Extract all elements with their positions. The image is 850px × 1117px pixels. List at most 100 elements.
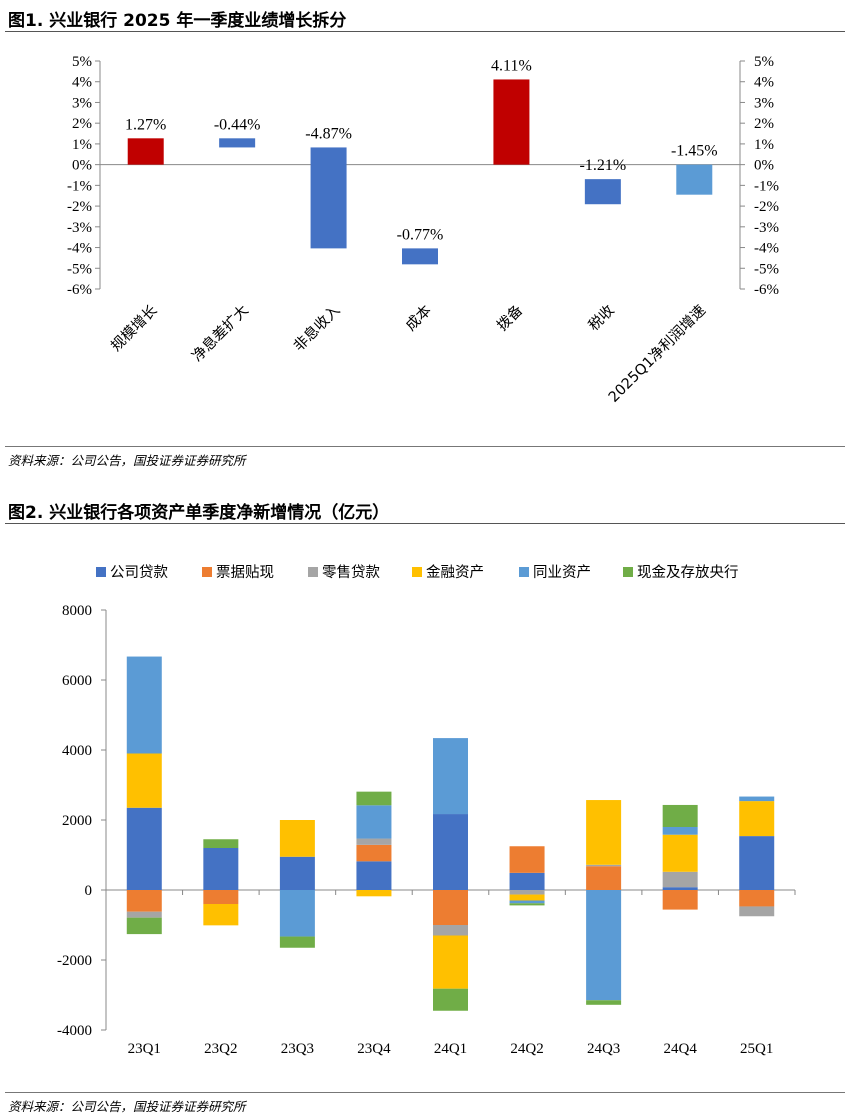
bar-segment-25q1-s5 bbox=[739, 796, 775, 802]
bar-segment-23q3-s4 bbox=[279, 820, 315, 857]
bar-segment-23q1-s1 bbox=[126, 807, 162, 890]
category-label: 税收 bbox=[585, 302, 618, 335]
y-tick-label-left: 0% bbox=[72, 158, 92, 174]
bar-segment-24q1-s1 bbox=[433, 814, 468, 890]
bar-segment-23q3-s1 bbox=[279, 856, 315, 890]
bar-3 bbox=[310, 147, 347, 249]
y-tick-label-right: 3% bbox=[754, 95, 774, 111]
figure1-top-rule bbox=[5, 31, 845, 32]
bar-segment-24q4-s4 bbox=[662, 834, 698, 872]
bar-segment-23q4-s4 bbox=[356, 890, 392, 897]
category-label: 拨备 bbox=[494, 301, 527, 334]
y-tick-label: 4000 bbox=[62, 743, 92, 759]
bar-7 bbox=[676, 164, 713, 195]
bar-segment-24q1-s5 bbox=[433, 738, 468, 815]
y-tick-label-right: -6% bbox=[754, 282, 779, 298]
y-tick-label-left: 1% bbox=[72, 137, 92, 153]
legend-label: 现金及存放央行 bbox=[637, 564, 739, 581]
bar-2 bbox=[219, 138, 256, 148]
bar-segment-24q3-s5 bbox=[586, 890, 622, 1001]
bar-segment-23q2-s6 bbox=[203, 839, 239, 848]
bar-segment-25q1-s4 bbox=[739, 801, 775, 837]
bar-4 bbox=[402, 248, 438, 265]
bar-segment-24q2-s1 bbox=[509, 872, 545, 890]
bar-segment-24q3-s3 bbox=[586, 864, 622, 867]
bar-segment-23q4-s1 bbox=[356, 861, 392, 890]
bar-segment-24q3-s2 bbox=[586, 866, 622, 890]
y-tick-label-right: -5% bbox=[754, 261, 779, 277]
bar-segment-24q2-s4 bbox=[509, 894, 545, 901]
y-tick-label: 6000 bbox=[62, 673, 92, 689]
bar-segment-23q4-s2 bbox=[356, 844, 392, 862]
bar-segment-23q2-s1 bbox=[203, 848, 239, 890]
data-label: -0.77% bbox=[397, 226, 444, 243]
bar-segment-23q3-s5 bbox=[279, 890, 315, 937]
bar-segment-23q1-s5 bbox=[126, 656, 162, 754]
category-label: 2025Q1净利润增速 bbox=[605, 302, 709, 406]
bar-segment-23q1-s3 bbox=[126, 911, 162, 918]
y-tick-label-left: 3% bbox=[72, 95, 92, 111]
bar-segment-24q2-s6 bbox=[509, 903, 545, 906]
bar-5 bbox=[493, 79, 530, 165]
data-label: -4.87% bbox=[305, 125, 352, 142]
y-tick-label-left: -1% bbox=[67, 178, 92, 194]
legend-swatch bbox=[623, 567, 633, 577]
category-label: 23Q1 bbox=[128, 1041, 161, 1057]
bar-segment-23q1-s6 bbox=[126, 917, 162, 935]
bar-segment-24q4-s1 bbox=[662, 887, 698, 890]
bar-segment-23q4-s5 bbox=[356, 805, 392, 839]
y-tick-label-right: 5% bbox=[754, 54, 774, 70]
bar-segment-25q1-s1 bbox=[739, 836, 775, 890]
bar-segment-24q2-s2 bbox=[509, 846, 545, 873]
bar-segment-23q1-s2 bbox=[126, 890, 162, 912]
legend-label: 公司贷款 bbox=[110, 564, 168, 581]
bar-segment-23q4-s6 bbox=[356, 791, 392, 806]
category-label: 25Q1 bbox=[740, 1041, 773, 1057]
category-label: 24Q1 bbox=[434, 1041, 467, 1057]
legend-label: 票据贴现 bbox=[216, 564, 274, 581]
legend-label: 同业资产 bbox=[533, 564, 591, 581]
bar-6 bbox=[584, 179, 621, 205]
legend-label: 金融资产 bbox=[426, 564, 484, 581]
figure1-title: 图1. 兴业银行 2025 年一季度业绩增长拆分 bbox=[8, 11, 347, 31]
figure1-source: 资料来源：公司公告，国投证券证券研究所 bbox=[8, 453, 246, 468]
bar-segment-24q4-s3 bbox=[662, 871, 698, 888]
legend-swatch bbox=[519, 567, 529, 577]
bar-segment-24q2-s5 bbox=[509, 900, 545, 904]
bar-segment-24q4-s5 bbox=[662, 827, 698, 835]
data-label: -1.45% bbox=[671, 143, 718, 160]
legend-swatch bbox=[412, 567, 422, 577]
category-label: 24Q2 bbox=[510, 1041, 543, 1057]
y-tick-label: 2000 bbox=[62, 813, 92, 829]
y-tick-label-right: -3% bbox=[754, 220, 779, 236]
y-tick-label: -4000 bbox=[57, 1023, 92, 1039]
category-label: 23Q2 bbox=[204, 1041, 237, 1057]
bar-segment-25q1-s2 bbox=[739, 890, 775, 907]
y-tick-label-right: -1% bbox=[754, 178, 779, 194]
category-label: 净息差扩大 bbox=[189, 302, 252, 365]
bar-segment-25q1-s3 bbox=[739, 906, 775, 917]
figure2-title: 图2. 兴业银行各项资产单季度净新增情况（亿元） bbox=[8, 503, 390, 523]
category-label: 成本 bbox=[402, 302, 435, 335]
y-tick-label-left: 2% bbox=[72, 116, 92, 132]
y-tick-label-left: -5% bbox=[67, 261, 92, 277]
figure2-source: 资料来源：公司公告，国投证券证券研究所 bbox=[8, 1099, 246, 1114]
bar-segment-24q3-s6 bbox=[586, 1000, 622, 1005]
bar-segment-24q1-s4 bbox=[433, 935, 468, 989]
legend-swatch bbox=[202, 567, 212, 577]
category-label: 24Q3 bbox=[587, 1041, 620, 1057]
bar-1 bbox=[127, 138, 164, 165]
y-tick-label-left: -6% bbox=[67, 282, 92, 298]
bar-segment-24q3-s4 bbox=[586, 800, 622, 865]
legend-swatch bbox=[308, 567, 318, 577]
y-tick-label-left: -2% bbox=[67, 199, 92, 215]
legend-item: 同业资产 bbox=[519, 564, 591, 581]
legend-label: 零售贷款 bbox=[322, 564, 380, 581]
bar-segment-23q1-s4 bbox=[126, 753, 162, 808]
y-tick-label-left: -3% bbox=[67, 220, 92, 236]
bar-segment-24q1-s6 bbox=[433, 988, 468, 1011]
bar-segment-24q4-s6 bbox=[662, 804, 698, 827]
y-tick-label: 0 bbox=[85, 883, 93, 899]
bar-segment-23q2-s4 bbox=[203, 904, 239, 926]
category-label: 23Q4 bbox=[357, 1041, 391, 1057]
